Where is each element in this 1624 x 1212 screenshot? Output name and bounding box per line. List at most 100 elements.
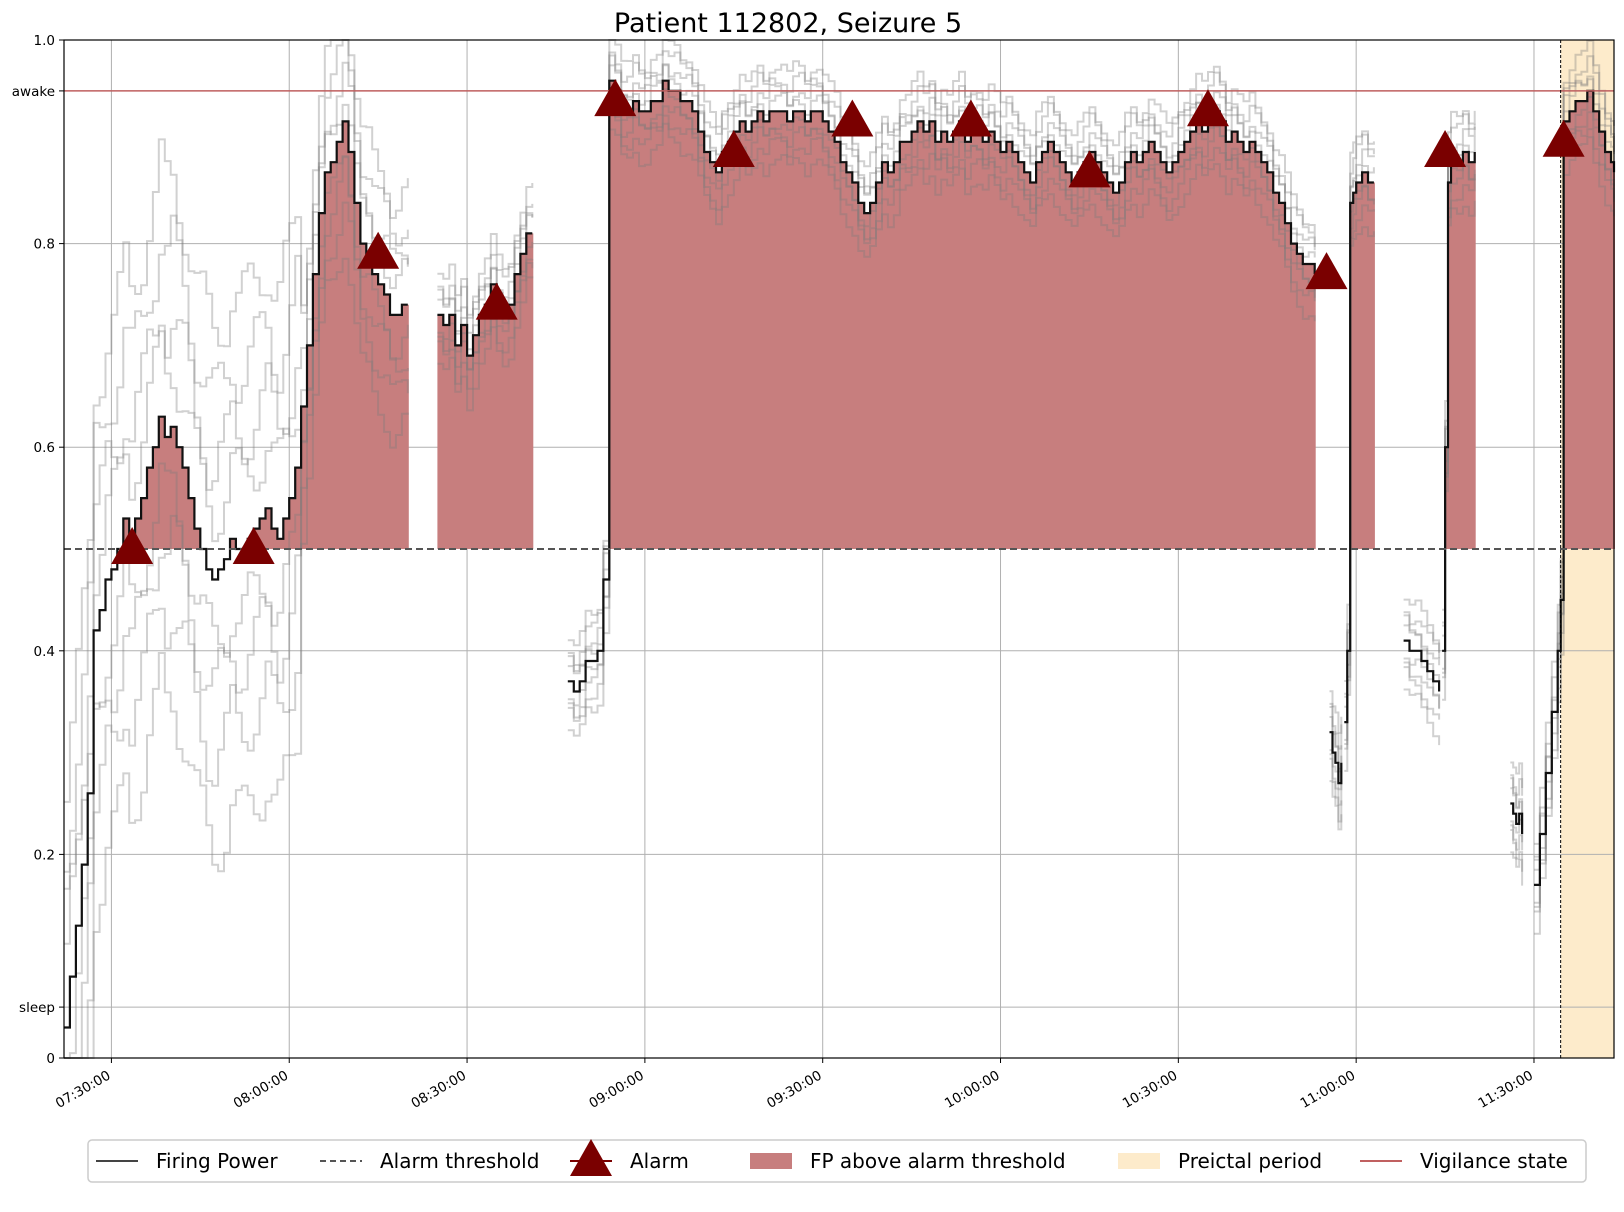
- alarm-marker-7: [949, 99, 992, 137]
- ensemble-line-7-6: [1510, 774, 1524, 796]
- legend: Firing Power Alarm threshold Alarm FP above…: [87, 1139, 1587, 1183]
- alarm-marker-6: [831, 99, 874, 137]
- y-tick-label-3: 0.4: [34, 644, 55, 660]
- ensemble-line-8-0: [1534, 136, 1615, 935]
- alarm-marker-11: [1424, 129, 1467, 167]
- ensemble-line-4-7: [1344, 130, 1375, 682]
- legend-item-fp-fill: FP above alarm threshold: [750, 1149, 1066, 1173]
- fp-fill-6-1: [1445, 152, 1476, 549]
- ensemble-line-0-0: [64, 257, 409, 1059]
- x-tick-label-8: 11:30:00: [1475, 1068, 1536, 1112]
- y-tick-label-5: 0.8: [34, 237, 55, 253]
- alarm-marker-3: [475, 282, 518, 320]
- x-tick-label-0: 07:30:00: [53, 1068, 114, 1112]
- alarm-marker-5: [712, 129, 755, 167]
- ensemble-line-8-1: [1534, 128, 1615, 913]
- ensemble-line-6-4: [1442, 136, 1476, 637]
- firing-power-line-7: [1510, 802, 1524, 834]
- ensemble-line-4-5: [1344, 148, 1375, 698]
- ensemble-line-7-4: [1510, 787, 1524, 827]
- ensemble-line-2-6: [567, 50, 1316, 666]
- fp-fill-0-10: [123, 416, 201, 549]
- legend-item-vigilance: Vigilance state: [1360, 1149, 1568, 1173]
- legend-item-threshold: Alarm threshold: [320, 1149, 539, 1173]
- x-tick-label-3: 09:00:00: [586, 1068, 647, 1112]
- ensemble-line-7-5: [1510, 777, 1524, 817]
- alarm-marker-4: [594, 79, 637, 117]
- ensemble-line-0-5: [64, 61, 409, 890]
- fp-fill-0-28: [230, 538, 236, 549]
- ensemble-line-1-7: [437, 183, 534, 316]
- legend-label-firing-power: Firing Power: [156, 1149, 278, 1173]
- ensemble-line-1-1: [437, 262, 534, 390]
- ensemble-line-7-7: [1510, 761, 1524, 788]
- ensemble-line-7-0: [1510, 851, 1524, 886]
- fp-fill-0-31: [247, 121, 409, 550]
- y-tick-label-1: sleep: [19, 1000, 55, 1016]
- ensemble-line-2-1: [567, 106, 1316, 722]
- legend-label-threshold: Alarm threshold: [380, 1149, 539, 1173]
- axes-frame: [63, 39, 1615, 1059]
- legend-label-vigilance: Vigilance state: [1420, 1149, 1568, 1173]
- ensemble-line-5-2: [1403, 661, 1441, 709]
- legend-label-fp-fill: FP above alarm threshold: [810, 1149, 1066, 1173]
- ensemble-line-5-6: [1403, 611, 1441, 659]
- x-tick-label-6: 10:30:00: [1120, 1068, 1181, 1112]
- legend-swatch-alarm-marker: [570, 1139, 612, 1176]
- alarm-marker-2: [357, 231, 400, 269]
- y-tick-label-4: 0.6: [34, 440, 55, 456]
- plot-area: 0 sleep 0.2 0.4 0.6 0.8 awake 1.0 07:30:00 08:00:…: [12, 33, 1616, 1112]
- ensemble-line-7-2: [1510, 824, 1524, 851]
- legend-item-alarm: Alarm: [570, 1139, 689, 1176]
- ensemble-line-4-6: [1344, 133, 1375, 695]
- ensemble-line-0-1: [64, 201, 409, 1059]
- ensemble-line-6-5: [1442, 126, 1476, 627]
- ensemble-line-6-6: [1442, 113, 1476, 624]
- ensemble-line-0-7: [64, 39, 409, 803]
- ensemble-line-1-4: [437, 214, 534, 351]
- y-tick-label-2: 0.2: [34, 847, 55, 863]
- ensemble-line-1-2: [437, 258, 534, 371]
- ensemble-line-2-4: [567, 63, 1316, 675]
- fp-fill-4-2: [1350, 172, 1375, 550]
- ensemble-line-7-1: [1510, 829, 1524, 872]
- ensemble-line-6-7: [1442, 110, 1476, 611]
- legend-label-alarm: Alarm: [630, 1149, 689, 1173]
- x-tick-label-4: 09:30:00: [764, 1068, 825, 1112]
- legend-swatch-preictal: [1118, 1153, 1160, 1169]
- x-tick-label-1: 08:00:00: [231, 1068, 292, 1112]
- ensemble-line-2-0: [567, 122, 1316, 737]
- alarm-marker-0: [111, 527, 154, 564]
- alarm-marker-10: [1305, 252, 1348, 290]
- ensemble-line-2-7: [567, 39, 1316, 647]
- x-tick-label-5: 10:00:00: [942, 1068, 1003, 1112]
- ensemble-line-2-2: [567, 101, 1316, 719]
- firing-power-line-4: [1344, 171, 1374, 724]
- ensemble-line-3-7: [1329, 690, 1343, 734]
- ensemble-line-5-1: [1403, 666, 1441, 720]
- ensemble-line-0-6: [64, 39, 409, 873]
- ensemble-line-1-5: [437, 212, 534, 334]
- alarm-marker-9: [1186, 89, 1229, 127]
- ensemble-line-5-3: [1403, 657, 1441, 710]
- ensemble-line-5-0: [1403, 688, 1441, 746]
- firing-power-line-3: [1329, 731, 1343, 785]
- ensemble-line-3-0: [1329, 780, 1343, 831]
- y-tick-label-6: awake: [12, 84, 55, 100]
- fp-fill-8-6: [1563, 90, 1615, 550]
- alarm-marker-1: [232, 527, 275, 564]
- ensemble-line-5-5: [1403, 614, 1441, 666]
- legend-item-firing-power: Firing Power: [96, 1149, 278, 1173]
- firing-power-line-8: [1534, 89, 1616, 887]
- ensemble-line-2-5: [567, 54, 1316, 672]
- ensemble-line-0-4: [64, 103, 409, 945]
- firing-power-line-5: [1403, 639, 1441, 692]
- ensemble-line-3-2: [1329, 753, 1343, 806]
- legend-label-preictal: Preictal period: [1178, 1149, 1322, 1173]
- fp-fill-2-7: [609, 80, 1316, 549]
- ensemble-line-4-4: [1344, 165, 1375, 708]
- y-tick-label-0: 0: [46, 1051, 55, 1067]
- x-tick-label-7: 11:00:00: [1298, 1068, 1359, 1112]
- chart-title: Patient 112802, Seizure 5: [614, 8, 962, 39]
